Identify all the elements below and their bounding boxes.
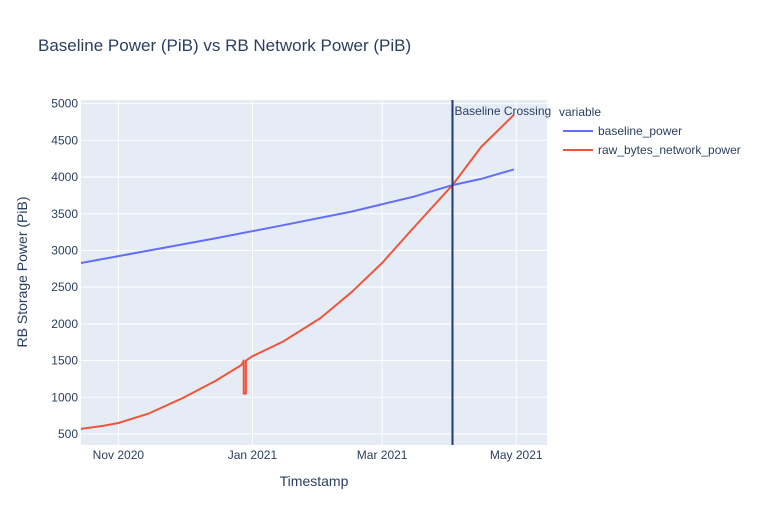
y-tick-label: 4500 xyxy=(51,133,78,147)
series-layer xyxy=(80,113,515,430)
y-tick-label: 5000 xyxy=(51,97,78,111)
x-tick-label: Nov 2020 xyxy=(93,448,145,462)
x-tick-label: Mar 2021 xyxy=(357,448,408,462)
x-tick-label: Jan 2021 xyxy=(228,448,278,462)
legend-items: baseline_power raw_bytes_network_power xyxy=(563,124,741,157)
series-line-raw-bytes-network-power xyxy=(80,113,515,430)
plot-background xyxy=(81,100,547,445)
y-tick-label: 2500 xyxy=(51,280,78,294)
legend: variable baseline_power raw_bytes_network… xyxy=(559,105,741,157)
series-line-baseline-power xyxy=(80,168,515,264)
legend-entry: baseline_power xyxy=(598,124,682,138)
y-tick-label: 1000 xyxy=(51,390,78,404)
legend-title: variable xyxy=(559,105,601,119)
x-axis-ticks: Nov 2020 Jan 2021 Mar 2021 May 2021 xyxy=(93,448,543,462)
legend-entry: raw_bytes_network_power xyxy=(598,143,741,157)
y-tick-label: 3000 xyxy=(51,243,78,257)
chart-title: Baseline Power (PiB) vs RB Network Power… xyxy=(38,36,411,55)
y-tick-label: 1500 xyxy=(51,354,78,368)
annotation-layer: Baseline Crossing xyxy=(451,100,551,445)
y-tick-label: 4000 xyxy=(51,170,78,184)
y-tick-label: 2000 xyxy=(51,317,78,331)
grid xyxy=(81,100,547,445)
x-tick-label: May 2021 xyxy=(490,448,543,462)
y-axis-label: RB Storage Power (PiB) xyxy=(14,197,30,348)
x-axis-label: Timestamp xyxy=(280,473,349,489)
y-axis-ticks: 500 1000 1500 2000 2500 3000 3500 4000 4500 5000 xyxy=(51,97,78,441)
baseline-crossing-label: Baseline Crossing xyxy=(454,104,551,118)
y-tick-label: 500 xyxy=(58,427,78,441)
y-tick-label: 3500 xyxy=(51,207,78,221)
